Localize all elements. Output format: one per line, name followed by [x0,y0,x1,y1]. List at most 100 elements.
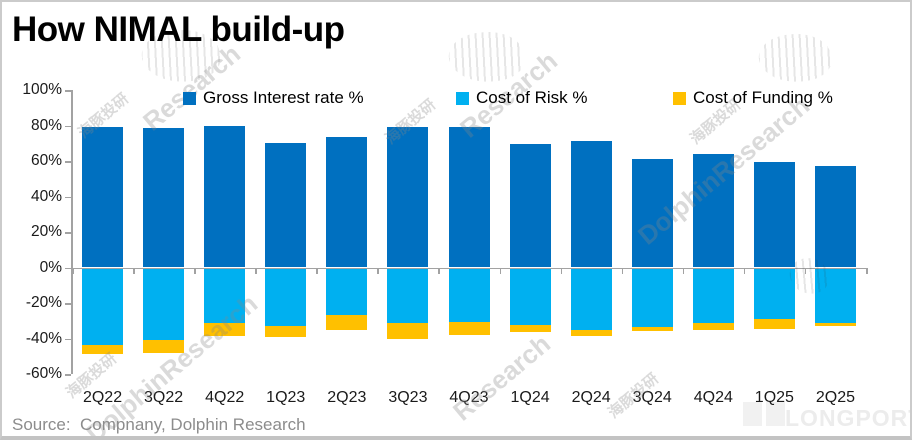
x-axis-tick [316,267,318,274]
y-axis-label: 60% [30,152,62,169]
bar-cost-of-risk [143,268,185,341]
x-axis-tick [682,267,685,274]
x-axis-label: 4Q23 [449,389,489,406]
bar-gross-interest-rate [692,154,734,268]
x-axis-label: 3Q24 [632,389,672,406]
bar-gross-interest-rate [387,126,429,268]
x-axis-label: 1Q24 [510,389,550,406]
y-axis-tick [65,125,71,127]
y-axis-tick [65,161,71,163]
y-axis-line [71,90,73,374]
y-axis-tick [65,374,71,376]
y-axis-label: -20% [25,294,62,311]
x-axis-label: 1Q23 [266,389,306,406]
legend-label-gross-interest-rate: Gross Interest rate % [203,88,364,107]
y-axis-tick [65,196,71,198]
bar-cost-of-funding [143,340,185,353]
bar-gross-interest-rate [204,126,246,268]
bar-cost-of-funding [814,322,856,326]
y-axis-label: -40% [25,329,62,347]
x-axis-label: 2Q23 [327,389,367,406]
bar-cost-of-risk [326,268,368,316]
bar-gross-interest-rate [448,127,490,268]
bar-cost-of-funding [509,325,551,333]
bar-cost-of-risk [387,268,429,323]
bar-cost-of-funding [265,326,307,338]
x-axis-tick [743,267,746,274]
bar-cost-of-risk [692,268,734,323]
x-axis-label: 3Q23 [388,389,428,406]
bar-cost-of-funding [448,322,490,335]
bar-cost-of-funding [570,330,612,336]
x-axis-tick [560,267,563,274]
bar-cost-of-risk [631,268,673,327]
x-axis-label: 3Q22 [144,389,184,406]
legend-item-cost-of-funding: Cost of Funding % [673,88,833,108]
longport-logo-square [743,402,762,426]
bar-gross-interest-rate [326,136,368,268]
x-axis-label: 1Q25 [754,389,794,406]
y-axis-tick [65,303,71,305]
bar-gross-interest-rate [143,127,185,268]
x-axis-tick [377,267,379,274]
x-axis-label: 2Q22 [82,389,123,406]
y-axis-label: -60% [25,365,62,382]
legend-swatch-cost-of-risk [456,91,469,105]
legend-label-cost-of-risk: Cost of Risk % [476,88,588,107]
x-axis-tick [194,267,196,274]
legend-item-cost-of-risk: Cost of Risk % [456,88,587,108]
source-note: Source: Compnany, Dolphin Research [12,415,306,434]
x-axis-tick [255,267,257,274]
bar-cost-of-risk [509,268,551,326]
y-axis-tick [65,232,71,234]
x-axis-label: 4Q22 [205,389,245,406]
bar-cost-of-funding [387,322,429,340]
bar-cost-of-funding [82,345,124,354]
x-axis-tick [804,267,807,274]
bar-gross-interest-rate [509,143,551,268]
bar-gross-interest-rate [570,140,612,268]
bar-cost-of-risk [265,268,307,327]
legend-item-gross-interest-rate: Gross Interest rate % [183,88,364,108]
y-axis-label: 20% [30,223,62,240]
legend-swatch-gross-interest-rate [183,91,196,105]
bar-cost-of-funding [753,319,795,329]
bar-cost-of-funding [326,315,368,330]
bar-gross-interest-rate [631,159,673,268]
legend-label-cost-of-funding: Cost of Funding % [693,88,833,107]
x-axis-tick [133,267,135,274]
bar-cost-of-funding [631,326,673,332]
y-axis-label: 0% [39,258,62,276]
y-axis-label: 80% [30,116,62,134]
x-axis-tick [438,267,440,274]
bar-gross-interest-rate [753,162,795,268]
y-axis-tick [65,90,71,92]
bar-gross-interest-rate [82,126,124,268]
x-axis-label: 2Q25 [815,389,856,406]
x-axis-tick [499,267,502,274]
x-axis-tick [621,267,624,274]
x-axis-line [72,267,866,269]
x-axis-tick [866,267,868,274]
bar-cost-of-risk [82,268,124,346]
y-axis-label: 40% [30,187,62,205]
bar-cost-of-risk [204,268,246,323]
y-axis-tick [65,267,71,269]
longport-logo-square [766,402,785,426]
bar-cost-of-risk [814,268,856,323]
bar-cost-of-funding [692,322,734,331]
x-axis-label: 4Q24 [693,389,733,406]
x-axis-tick [72,267,74,274]
chart-title: How NIMAL build-up [12,10,345,49]
y-axis-tick [65,338,71,340]
x-axis-label: 2Q24 [571,389,611,406]
bar-gross-interest-rate [814,165,856,268]
longport-watermark: LONGPORT [785,405,912,431]
bar-cost-of-funding [204,322,246,337]
bar-gross-interest-rate [265,142,307,268]
bar-cost-of-risk [753,268,795,320]
legend-swatch-cost-of-funding [673,91,686,105]
bar-cost-of-risk [448,268,490,323]
